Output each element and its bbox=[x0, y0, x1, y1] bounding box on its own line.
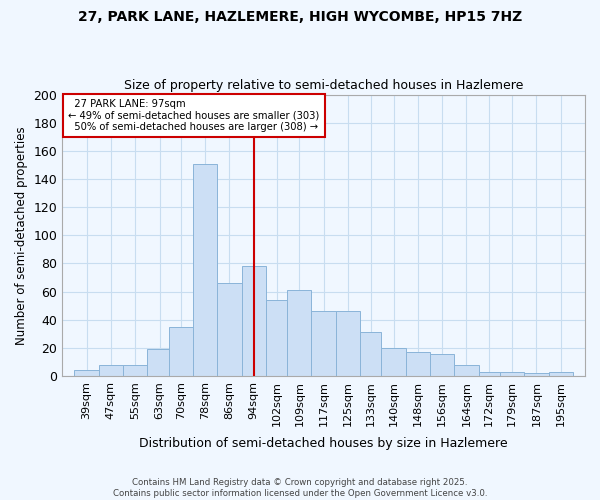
Bar bbox=[169, 327, 193, 376]
Text: Contains HM Land Registry data © Crown copyright and database right 2025.
Contai: Contains HM Land Registry data © Crown c… bbox=[113, 478, 487, 498]
Text: 27 PARK LANE: 97sqm
← 49% of semi-detached houses are smaller (303)
  50% of sem: 27 PARK LANE: 97sqm ← 49% of semi-detach… bbox=[68, 99, 320, 132]
X-axis label: Distribution of semi-detached houses by size in Hazlemere: Distribution of semi-detached houses by … bbox=[139, 437, 508, 450]
Bar bbox=[242, 266, 266, 376]
Bar bbox=[382, 348, 406, 376]
Bar bbox=[74, 370, 99, 376]
Title: Size of property relative to semi-detached houses in Hazlemere: Size of property relative to semi-detach… bbox=[124, 79, 523, 92]
Bar bbox=[479, 372, 500, 376]
Bar bbox=[360, 332, 382, 376]
Bar bbox=[148, 350, 172, 376]
Bar bbox=[430, 354, 454, 376]
Bar bbox=[336, 312, 360, 376]
Bar bbox=[217, 283, 242, 376]
Text: 27, PARK LANE, HAZLEMERE, HIGH WYCOMBE, HP15 7HZ: 27, PARK LANE, HAZLEMERE, HIGH WYCOMBE, … bbox=[78, 10, 522, 24]
Bar bbox=[193, 164, 217, 376]
Bar bbox=[311, 312, 336, 376]
Bar bbox=[524, 373, 548, 376]
Bar bbox=[287, 290, 311, 376]
Bar bbox=[454, 365, 479, 376]
Bar bbox=[99, 365, 123, 376]
Bar bbox=[406, 352, 430, 376]
Y-axis label: Number of semi-detached properties: Number of semi-detached properties bbox=[15, 126, 28, 344]
Bar bbox=[266, 300, 287, 376]
Bar bbox=[123, 365, 148, 376]
Bar bbox=[548, 372, 573, 376]
Bar bbox=[500, 372, 524, 376]
